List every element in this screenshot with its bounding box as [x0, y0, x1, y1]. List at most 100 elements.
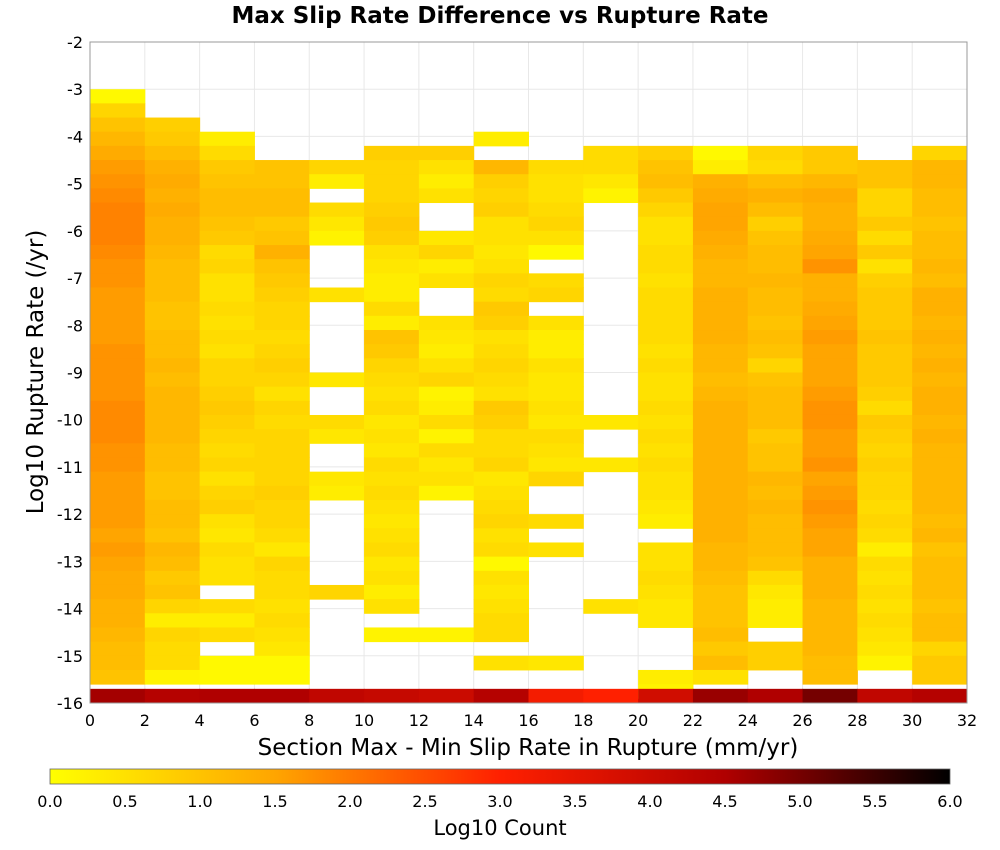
- heatmap-cell: [912, 627, 968, 643]
- heatmap-cell: [747, 202, 804, 218]
- heatmap-cell: [254, 528, 310, 543]
- heatmap-cell: [199, 570, 255, 586]
- heatmap-cell: [254, 688, 310, 704]
- heatmap-cell: [747, 457, 804, 473]
- heatmap-cell: [802, 414, 858, 430]
- colorbar: [49, 768, 951, 785]
- heatmap-cell: [90, 372, 146, 388]
- heatmap-cell: [747, 514, 804, 529]
- heatmap-cell: [144, 471, 201, 487]
- heatmap-cell: [473, 330, 529, 345]
- heatmap-cell: [912, 372, 968, 388]
- heatmap-cell: [90, 570, 146, 586]
- heatmap-cell: [364, 443, 420, 458]
- heatmap-cell: [638, 400, 694, 416]
- heatmap-cell: [199, 315, 255, 331]
- y-axis-label: Log10 Rupture Rate (/yr): [23, 230, 49, 515]
- heatmap-cell: [747, 556, 804, 572]
- heatmap-cell: [638, 330, 694, 345]
- heatmap-cell: [254, 160, 310, 175]
- heatmap-cell: [528, 443, 584, 458]
- heatmap-cell: [802, 160, 858, 175]
- y-tick-label: -13: [57, 552, 83, 571]
- heatmap-cell: [254, 641, 310, 657]
- heatmap-cell: [199, 230, 255, 246]
- heatmap-cell: [254, 584, 310, 600]
- heatmap-cell: [90, 315, 146, 331]
- heatmap-cell: [418, 145, 475, 161]
- heatmap-cell: [912, 542, 968, 558]
- heatmap-cell: [473, 259, 529, 274]
- heatmap-cell: [144, 245, 201, 260]
- heatmap-cell: [912, 641, 968, 657]
- colorbar-tick-label: 1.0: [187, 792, 212, 811]
- heatmap-cell: [528, 358, 584, 373]
- heatmap-cell: [199, 202, 255, 218]
- heatmap-cell: [199, 471, 255, 487]
- heatmap-cell: [857, 688, 913, 704]
- heatmap-cell: [199, 429, 255, 444]
- heatmap-cell: [144, 344, 201, 359]
- heatmap-cell: [364, 174, 420, 189]
- heatmap-cell: [802, 499, 858, 515]
- heatmap-cell: [692, 414, 749, 430]
- heatmap-cell: [144, 287, 201, 303]
- heatmap-cell: [309, 584, 365, 600]
- heatmap-cell: [802, 372, 858, 388]
- heatmap-cell: [144, 358, 201, 373]
- heatmap-cell: [528, 287, 584, 303]
- heatmap-cell: [473, 613, 529, 628]
- heatmap-cell: [364, 599, 420, 614]
- heatmap-cell: [473, 542, 529, 558]
- heatmap-cell: [364, 160, 420, 175]
- heatmap-cell: [90, 443, 146, 458]
- heatmap-cell: [144, 688, 201, 704]
- heatmap-cell: [692, 627, 749, 643]
- heatmap-cell: [747, 641, 804, 657]
- heatmap-cell: [638, 188, 694, 204]
- x-tick-label: 8: [304, 711, 314, 730]
- heatmap-cell: [199, 330, 255, 345]
- heatmap-cell: [254, 287, 310, 303]
- colorbar-tick-label: 5.0: [787, 792, 812, 811]
- heatmap-cell: [199, 556, 255, 572]
- heatmap-cell: [692, 287, 749, 303]
- heatmap-cell: [912, 688, 968, 704]
- heatmap-cell: [802, 613, 858, 628]
- heatmap-cell: [912, 485, 968, 501]
- heatmap-cell: [802, 330, 858, 345]
- heatmap-cell: [692, 330, 749, 345]
- heatmap-cell: [418, 230, 475, 246]
- heatmap-cell: [473, 131, 529, 147]
- heatmap-cell: [254, 655, 310, 671]
- heatmap-cell: [912, 414, 968, 430]
- heatmap-cell: [309, 160, 365, 175]
- heatmap-cell: [692, 641, 749, 657]
- x-tick-label: 22: [683, 711, 703, 730]
- heatmap-cell: [747, 160, 804, 175]
- heatmap-cell: [692, 372, 749, 388]
- heatmap-cell: [747, 230, 804, 246]
- heatmap-cell: [144, 174, 201, 189]
- heatmap-cell: [254, 613, 310, 628]
- heatmap-cell: [583, 688, 639, 704]
- y-tick-label: -7: [67, 269, 83, 288]
- heatmap-cell: [90, 514, 146, 529]
- heatmap-cell: [747, 400, 804, 416]
- heatmap-cell: [473, 655, 529, 671]
- heatmap-cell: [912, 330, 968, 345]
- heatmap-cell: [90, 429, 146, 444]
- heatmap-cell: [199, 627, 255, 643]
- heatmap-cell: [90, 528, 146, 543]
- heatmap-cell: [364, 542, 420, 558]
- heatmap-cell: [364, 330, 420, 345]
- y-tick-label: -12: [57, 505, 83, 524]
- heatmap-cell: [199, 301, 255, 317]
- heatmap-cell: [912, 514, 968, 529]
- colorbar-tick-label: 4.5: [712, 792, 737, 811]
- heatmap-cell: [747, 315, 804, 331]
- heatmap-cell: [254, 301, 310, 317]
- heatmap-cell: [418, 400, 475, 416]
- heatmap-cell: [528, 688, 584, 704]
- heatmap-cell: [802, 273, 858, 289]
